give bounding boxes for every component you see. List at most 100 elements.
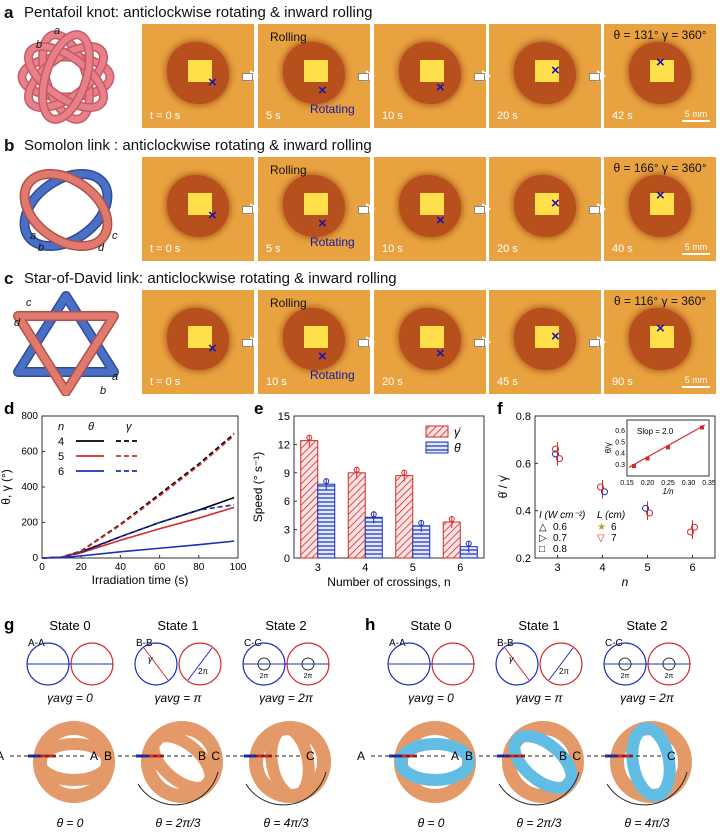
inset-y-tick-label: 0.4: [615, 451, 625, 458]
final-angles-label: θ = 131° γ = 360°: [613, 28, 707, 42]
diameter-line-blue: [548, 647, 574, 681]
next-frame-arrow: [242, 336, 259, 348]
legend-n-value: 5: [58, 451, 64, 463]
y-tick-label: 0.2: [516, 553, 531, 565]
diameter-line-red: [143, 647, 169, 681]
bar-gamma-n5: [395, 475, 414, 559]
sample-core: [535, 60, 559, 82]
inset-x-label: 1/n: [662, 487, 674, 496]
section-label-1: B-B: [497, 638, 514, 649]
tracking-cross-mark: ×: [318, 348, 327, 365]
next-frame-arrow: [242, 203, 259, 215]
x-tick-label: 60: [154, 562, 166, 573]
diameter-line-blue: [187, 647, 213, 681]
tracking-cross-mark: ×: [551, 195, 560, 212]
torus-strand: [502, 721, 584, 803]
legend-I-title: I (W cm⁻²): [539, 510, 585, 521]
theta-line-n4: [41, 496, 235, 559]
inset-x-tick-label: 0.30: [682, 480, 696, 487]
frame-time-label: t = 0 s: [150, 243, 181, 255]
frame-time-label: 5 s: [266, 243, 281, 255]
legend-I-value: 0.8: [553, 544, 567, 555]
data-point: [306, 434, 313, 441]
plot-frame: [293, 415, 485, 559]
data-point: [552, 450, 559, 458]
next-frame-arrow: [589, 336, 606, 348]
y-tick-label: 3: [284, 525, 290, 537]
gamma-avg-2: γavg = 2π: [259, 691, 314, 705]
bar-theta-n4: [364, 516, 383, 559]
section-pair-left: A: [357, 749, 365, 763]
cross-section-circle-red: [178, 642, 222, 686]
next-frame-arrow: [474, 336, 491, 348]
sample-core: [650, 326, 674, 348]
knot-strand-red: [14, 312, 118, 396]
sample-core: [535, 193, 559, 215]
torus-strand-2: [265, 722, 315, 802]
gamma-avg-1: γavg = π: [154, 691, 202, 705]
y-tick-label: 15: [278, 411, 290, 423]
knot-strand: [39, 31, 93, 123]
theta-label-2: θ = 4π/3: [264, 816, 309, 830]
section-pair-left: B: [465, 749, 473, 763]
knot-label-a: a: [112, 371, 118, 383]
data-point: [601, 488, 608, 496]
data-point: [370, 511, 377, 518]
section-pair-left: B: [104, 749, 112, 763]
knot-strand-blue: [14, 292, 118, 376]
section-pair-right: A: [451, 749, 459, 763]
two-pi-label: 2π: [260, 673, 269, 680]
tracking-cross-mark: ×: [656, 54, 665, 71]
two-pi-label: 2π: [559, 667, 569, 676]
legend-L-title: L (cm): [597, 510, 625, 521]
sample-core: [650, 193, 674, 215]
panel-letter-h: h: [365, 615, 375, 634]
scale-bar-line: [682, 386, 710, 388]
plot-frame: [41, 415, 239, 559]
legend-header-theta: θ: [88, 421, 94, 433]
sample-core: [420, 60, 444, 82]
scale-bar: 5 mm: [682, 109, 710, 122]
inset-data-point: [700, 425, 705, 430]
gamma-line-n5: [41, 434, 235, 559]
timelapse-frame-c-4: 90 s × θ = 116° γ = 360° 5 mm: [604, 290, 716, 394]
x-tick-label: 6: [689, 562, 695, 574]
gamma-avg-0: γavg = 0: [408, 691, 454, 705]
rotating-annotation: Rotating: [310, 235, 355, 249]
state-title-0: State 0: [49, 618, 90, 633]
theta-label-2: θ = 4π/3: [625, 816, 670, 830]
panel-title-a: Pentafoil knot: anticlockwise rotating &…: [24, 4, 373, 21]
torus-strand: [141, 721, 223, 803]
knot-strand-blue: [21, 170, 111, 250]
rotating-annotation: Rotating: [310, 368, 355, 382]
knot-label-c: c: [112, 230, 118, 242]
panel-letter-f: f: [497, 400, 503, 418]
x-tick-label: 5: [410, 562, 416, 574]
tracking-cross-mark: ×: [551, 62, 560, 79]
panel-title-c: Star-of-David link: anticlockwise rotati…: [24, 270, 397, 287]
data-point: [401, 469, 408, 476]
tracking-cross-mark: ×: [208, 340, 217, 357]
data-point: [597, 483, 604, 491]
inner-circle: [662, 657, 676, 671]
knot-label-c: c: [26, 297, 32, 309]
y-tick-label: 0.6: [516, 458, 531, 470]
theta-label-0: θ = 0: [57, 816, 84, 830]
x-tick-label: 80: [193, 562, 205, 573]
section-label-0: A-A: [389, 638, 406, 649]
knot-strand: [25, 43, 107, 111]
x-tick-label: 3: [315, 562, 321, 574]
timelapse-frame-a-3: 20 s ×: [489, 24, 601, 128]
next-frame-arrow: [589, 70, 606, 82]
sample-core: [535, 326, 559, 348]
y-tick-label: 800: [21, 411, 38, 422]
panel-letter-e: e: [254, 400, 263, 418]
chart-d: d 0 20 40 60 80 100 0 200 400 600 800 Irradiation ti…: [0, 400, 247, 587]
legend-header-n: n: [58, 421, 64, 433]
tracking-cross-mark: ×: [436, 212, 445, 229]
frame-time-label: t = 0 s: [150, 110, 181, 122]
chart-f: f 3 4 5 6 0.2 0.4 0.6 0.8 n θ̇ / γ̇ I (W cm⁻²)△ 0.6 ▷…: [496, 400, 716, 589]
frame-time-label: t = 0 s: [150, 376, 181, 388]
section-pair-right: B: [559, 749, 567, 763]
y-tick-label: 600: [21, 447, 38, 458]
